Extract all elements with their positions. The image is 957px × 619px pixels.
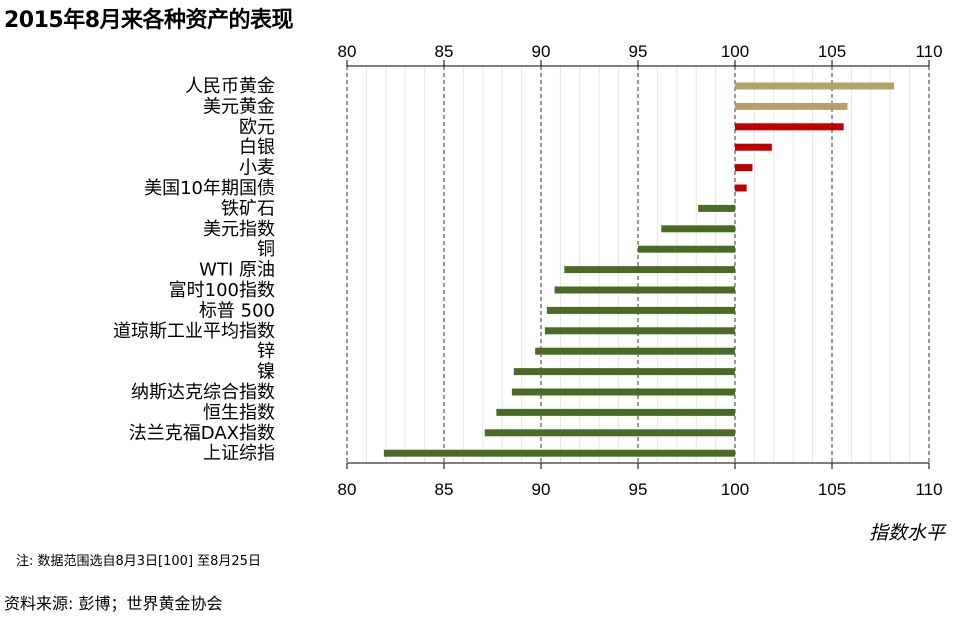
bar: [735, 82, 895, 90]
bar: [513, 368, 735, 376]
chart-title: 2015年8月来各种资产的表现: [4, 8, 294, 33]
x-axis-label: 指数水平: [868, 522, 945, 544]
bar: [735, 123, 844, 131]
top-tick-label: 85: [435, 42, 454, 61]
category-label: 白银: [239, 137, 275, 158]
category-label: 法兰克福DAX指数: [129, 423, 275, 444]
category-label: 锌: [257, 341, 275, 362]
bottom-tick-label: 90: [532, 480, 551, 499]
category-label: 美元指数: [203, 219, 275, 240]
bar: [544, 327, 735, 335]
category-label: 铜: [257, 239, 275, 260]
bar: [383, 449, 735, 457]
bottom-tick-label: 85: [435, 480, 454, 499]
top-tick-label: 90: [532, 42, 551, 61]
bar: [735, 164, 753, 172]
category-label: WTI 原油: [199, 260, 275, 281]
bottom-tick-label: 80: [338, 480, 357, 499]
bar: [735, 184, 747, 192]
top-tick-label: 100: [721, 42, 749, 61]
category-label: 小麦: [239, 158, 275, 179]
category-label: 镍: [257, 362, 275, 383]
bar: [546, 306, 735, 314]
category-label: 纳斯达克综合指数: [131, 382, 275, 403]
category-label: 上证综指: [203, 443, 275, 464]
top-tick-label: 105: [818, 42, 846, 61]
bar: [496, 408, 735, 416]
bottom-tick-label: 100: [721, 480, 749, 499]
bar: [735, 143, 772, 151]
top-tick-label: 95: [629, 42, 648, 61]
top-tick-label: 80: [338, 42, 357, 61]
category-label: 欧元: [239, 117, 275, 138]
category-label: 富时100指数: [169, 280, 275, 301]
footnote: 注: 数据范围选自8月3日[100] 至8月25日: [16, 554, 261, 569]
source-note: 资料来源: 彭博；世界黄金协会: [4, 594, 223, 613]
category-label: 人民币黄金: [185, 76, 275, 97]
bar: [564, 266, 735, 274]
bar: [661, 225, 735, 233]
category-label: 铁矿石: [221, 198, 275, 219]
category-label: 道琼斯工业平均指数: [113, 321, 275, 342]
category-label: 标普 500: [199, 300, 275, 321]
bottom-tick-label: 95: [629, 480, 648, 499]
bar: [535, 347, 735, 355]
bottom-tick-label: 105: [818, 480, 846, 499]
category-label: 美元黄金: [203, 96, 275, 117]
bar: [735, 102, 848, 110]
category-label: 美国10年期国债: [144, 178, 275, 199]
top-tick-label: 110: [915, 42, 942, 61]
bar: [638, 245, 735, 253]
bottom-tick-label: 110: [915, 480, 942, 499]
bar: [484, 429, 735, 437]
bar: [511, 388, 735, 396]
bar: [698, 204, 735, 212]
category-label: 恒生指数: [203, 402, 275, 423]
bar: [554, 286, 735, 294]
